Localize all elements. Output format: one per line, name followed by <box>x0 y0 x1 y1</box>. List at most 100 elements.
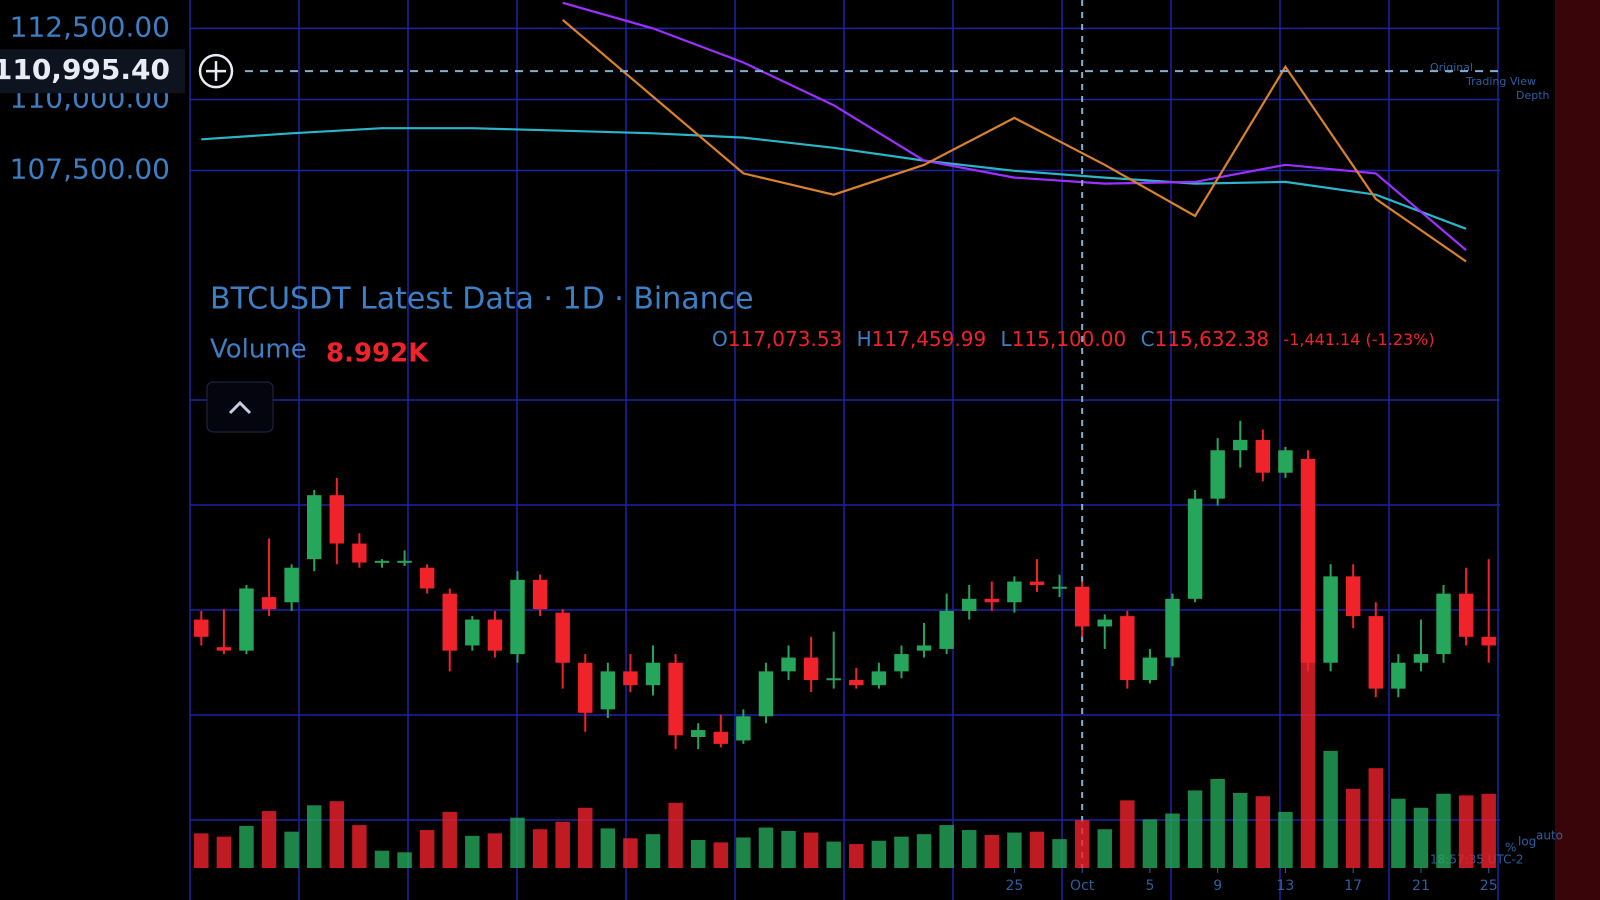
x-tick-label: 25 <box>1480 878 1498 894</box>
legend-title: BTCUSDT Latest Data · 1D · Binance <box>210 282 754 317</box>
footer-item[interactable]: auto <box>1536 829 1563 843</box>
volume-bar <box>1233 792 1248 868</box>
candle-body <box>239 588 254 651</box>
volume-bar <box>419 830 435 868</box>
ohlc-value: 117,459.99 <box>872 327 987 351</box>
screen-edge <box>1555 0 1600 900</box>
volume-bar <box>939 825 954 868</box>
candle-body <box>600 671 616 710</box>
candle-body <box>216 647 232 651</box>
volume-bar <box>1165 813 1180 868</box>
volume-bar <box>555 821 570 868</box>
volume-bar <box>216 836 232 868</box>
candle-body <box>961 598 977 611</box>
volume-bar <box>623 838 638 868</box>
indicator-line <box>562 1 1467 251</box>
candle-body <box>1029 581 1045 585</box>
candle-body <box>849 680 864 686</box>
candle-body <box>532 579 548 610</box>
volume-value: 8.992K <box>326 339 429 369</box>
volume-bar <box>961 830 977 868</box>
candle-body <box>397 560 412 563</box>
collapse-button[interactable] <box>206 381 274 433</box>
candle-body <box>306 495 322 560</box>
candle-body <box>826 678 841 681</box>
legend-ohlc: O117,073.53 H117,459.99 L115,100.00 C115… <box>712 327 1435 351</box>
ohlc-key: O <box>712 327 728 351</box>
volume-bar <box>803 832 819 868</box>
volume-bar <box>1300 622 1316 868</box>
volume-bar <box>736 837 751 868</box>
candle-body <box>1097 619 1112 627</box>
layout-grid <box>189 0 1500 900</box>
toolbar-item[interactable]: Trading View <box>1465 75 1536 88</box>
candle-body <box>1323 576 1338 663</box>
add-alert-icon[interactable] <box>206 61 226 82</box>
footer-item[interactable]: % <box>1505 841 1516 855</box>
x-tick-label: 9 <box>1213 878 1222 894</box>
volume-bar <box>1007 832 1022 868</box>
volume-bar <box>1278 811 1293 868</box>
volume-bar <box>690 839 706 868</box>
volume-bar <box>1345 788 1361 868</box>
volume-bar <box>1052 839 1067 868</box>
candle-body <box>510 579 525 655</box>
candle-body <box>690 730 706 737</box>
volume-bar <box>1436 793 1451 868</box>
candle-body <box>1458 593 1474 637</box>
volume-bar <box>510 817 525 868</box>
volume-bar <box>1368 768 1384 868</box>
candle-body <box>645 662 661 686</box>
candle-body <box>194 619 209 637</box>
volume-bar <box>1142 819 1158 868</box>
x-tick-label: Oct <box>1070 878 1095 894</box>
candle-body <box>916 645 932 651</box>
volume-bar <box>1210 778 1225 868</box>
volume-bar <box>1481 793 1496 868</box>
candle-body <box>758 671 774 717</box>
volume-bar <box>194 833 209 868</box>
candle-body <box>1345 576 1361 617</box>
candle-body <box>261 597 277 610</box>
ohlc-value: 115,100.00 <box>1012 327 1127 351</box>
volume-bar <box>1187 790 1203 868</box>
candle-body <box>623 671 638 686</box>
ohlc-key: C <box>1141 327 1155 351</box>
collapse-icon[interactable] <box>228 400 252 415</box>
volume-bar <box>532 829 548 868</box>
ohlc-value: 117,073.53 <box>728 327 843 351</box>
footer-item: 18:57:35 UTC-2 <box>1430 853 1523 867</box>
volume-label: Volume <box>210 335 307 365</box>
add-alert-button[interactable] <box>198 53 234 89</box>
volume-bar <box>871 840 887 868</box>
x-tick-label: 5 <box>1145 878 1154 894</box>
candle-body <box>1187 498 1203 599</box>
volume-bar <box>668 802 683 868</box>
volume-bar <box>894 836 909 868</box>
indicator-line <box>561 19 1467 263</box>
candle-body <box>419 567 435 589</box>
collapse-box[interactable] <box>206 381 274 433</box>
volume-bar <box>442 811 457 868</box>
volume-bar <box>1391 798 1406 868</box>
candle-body <box>781 657 796 672</box>
candle-body <box>1300 458 1316 663</box>
volume-bar <box>849 844 864 868</box>
candle-body <box>984 598 1000 603</box>
volume-bar <box>1323 750 1338 868</box>
volume-bar <box>826 841 841 868</box>
change: -1,441.14 (-1.23%) <box>1283 330 1434 349</box>
footer-item[interactable]: log <box>1518 835 1536 849</box>
candle-body <box>1436 593 1451 655</box>
candle-body <box>284 567 299 603</box>
volume-bar <box>916 834 932 868</box>
volume-bar <box>1458 795 1474 868</box>
candle-body <box>1391 662 1406 689</box>
candle-body <box>1255 439 1271 473</box>
toolbar-item[interactable]: Depth <box>1516 89 1550 102</box>
candle-body <box>1052 586 1067 589</box>
candle-body <box>1007 581 1022 603</box>
